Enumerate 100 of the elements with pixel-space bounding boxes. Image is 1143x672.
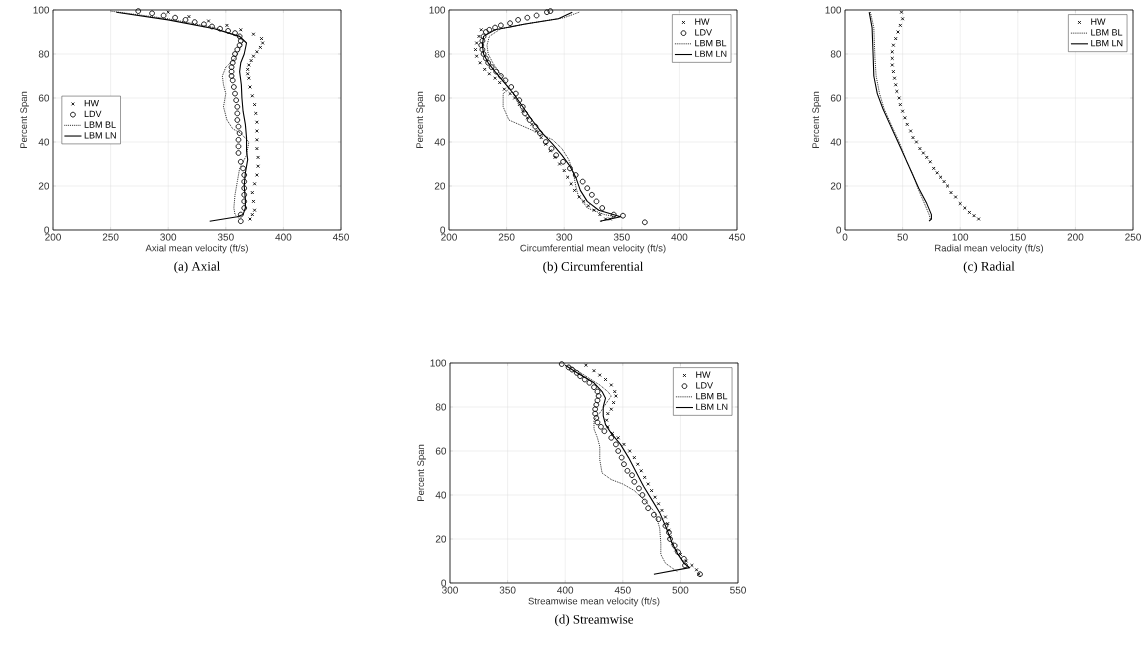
- point: [597, 373, 602, 377]
- x-axis-title: Radial mean velocity (ft/s): [935, 244, 1044, 254]
- point: [557, 162, 562, 166]
- point: [891, 69, 896, 74]
- legend-label: HW: [84, 100, 99, 107]
- x-tick-label: 250: [102, 233, 119, 241]
- y-tick-label: 100: [430, 359, 447, 367]
- point: [622, 442, 626, 447]
- point: [234, 103, 241, 110]
- x-tick-label: 0: [842, 233, 848, 241]
- point: [572, 188, 577, 193]
- point: [609, 407, 614, 412]
- legend-label: LBM BL: [695, 39, 727, 47]
- point: [601, 428, 608, 435]
- point: [632, 455, 637, 460]
- point: [897, 96, 902, 100]
- y-tick-label: 60: [38, 94, 50, 102]
- point: [160, 12, 167, 19]
- point: [251, 32, 256, 37]
- point: [953, 195, 958, 199]
- x-tick-label: 200: [45, 233, 61, 241]
- point: [624, 467, 631, 474]
- point: [592, 208, 597, 213]
- point: [892, 76, 897, 81]
- point: [234, 46, 241, 53]
- point: [237, 37, 244, 44]
- point: [508, 84, 515, 90]
- point: [533, 12, 540, 19]
- x-tick-label: 400: [275, 233, 292, 241]
- point: [593, 198, 600, 205]
- legend-label: LBM BL: [696, 392, 728, 400]
- point: [255, 49, 259, 54]
- point: [225, 28, 231, 34]
- point: [595, 393, 602, 399]
- point: [642, 475, 647, 480]
- y-tick-label: 80: [38, 50, 50, 58]
- point: [573, 370, 580, 376]
- point: [483, 55, 489, 62]
- point: [569, 181, 573, 186]
- point: [609, 383, 614, 387]
- legend-label: LDV: [84, 110, 102, 117]
- point: [477, 34, 481, 39]
- y-axis-title: Percent Span: [416, 91, 425, 148]
- text: (a) Axial: [174, 261, 221, 274]
- point: [228, 73, 235, 79]
- point: [594, 419, 601, 426]
- point: [599, 205, 606, 211]
- point: [251, 54, 256, 59]
- point: [236, 42, 243, 49]
- point: [228, 68, 235, 75]
- point: [497, 73, 504, 79]
- point: [962, 206, 967, 210]
- point: [605, 424, 610, 429]
- point: [256, 155, 260, 160]
- y-axis-title: Percent Span: [417, 444, 426, 501]
- point: [512, 96, 517, 100]
- point: [241, 185, 248, 192]
- point: [497, 22, 504, 29]
- text: (b) Circumferential: [543, 261, 644, 274]
- point: [245, 71, 250, 76]
- point: [594, 388, 601, 395]
- point: [515, 17, 521, 23]
- point: [209, 23, 215, 30]
- point: [610, 211, 617, 218]
- x-tick-label: 400: [671, 233, 688, 241]
- point: [598, 423, 604, 430]
- legend-label: LBM BL: [1091, 29, 1123, 36]
- point: [610, 431, 615, 436]
- y-tick-label: 20: [434, 182, 446, 190]
- point: [631, 478, 638, 485]
- point: [135, 8, 142, 14]
- point: [246, 63, 251, 67]
- point: [231, 84, 237, 90]
- y-tick-label: 100: [825, 6, 842, 14]
- x-tick-label: 450: [332, 233, 349, 241]
- point: [565, 175, 570, 180]
- point: [935, 170, 940, 175]
- point: [665, 521, 670, 526]
- point: [569, 366, 575, 373]
- point: [586, 379, 593, 386]
- point: [182, 17, 189, 23]
- legend-label: HW: [696, 371, 711, 378]
- point: [228, 64, 235, 71]
- point: [598, 212, 602, 217]
- point: [235, 150, 242, 156]
- point: [938, 175, 943, 180]
- point: [255, 120, 259, 125]
- point: [560, 158, 566, 165]
- point: [255, 137, 259, 142]
- x-tick-label: 300: [160, 233, 177, 241]
- point: [584, 185, 591, 192]
- point: [928, 159, 933, 164]
- point: [250, 93, 255, 98]
- x-tick-label: 450: [728, 233, 745, 241]
- point: [581, 376, 588, 383]
- y-tick-label: 60: [434, 94, 446, 102]
- point: [649, 488, 654, 493]
- point: [259, 36, 264, 41]
- point: [479, 27, 484, 32]
- y-tick-label: 20: [435, 535, 447, 543]
